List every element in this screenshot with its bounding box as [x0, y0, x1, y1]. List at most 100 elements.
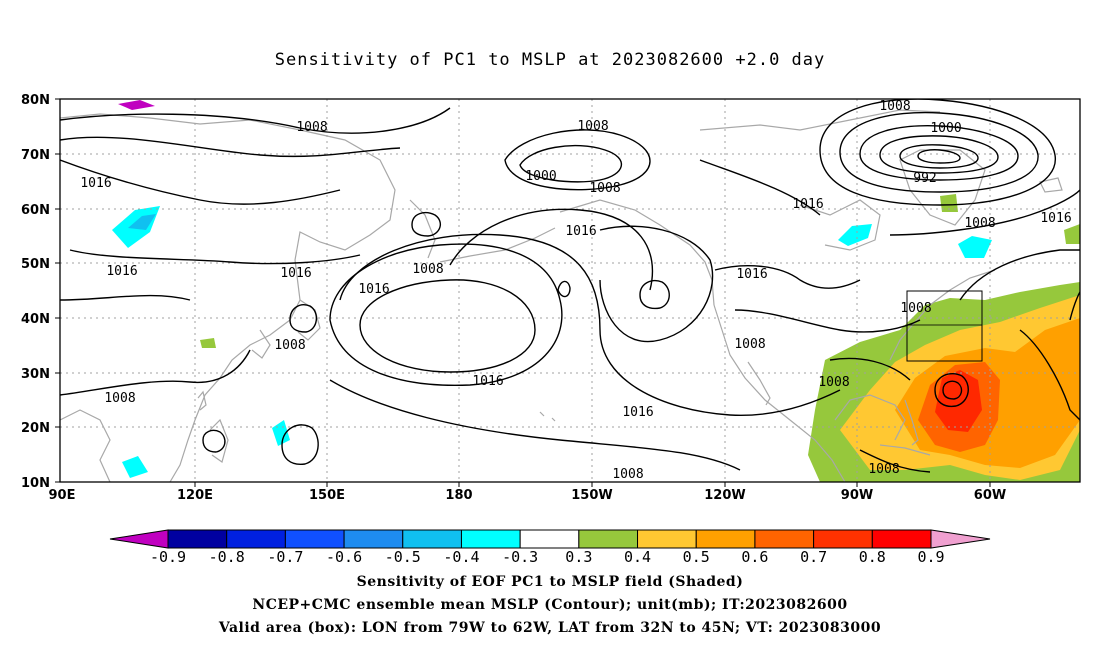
coast-iceland [1039, 177, 1063, 193]
contour-aleutian-low-b [519, 144, 623, 183]
contour-small-low-b [411, 212, 442, 237]
contour-label: 1008 [964, 216, 995, 231]
contour-label: 1016 [106, 264, 137, 279]
lon-label: 180 [445, 488, 472, 503]
shade-green-misc1 [200, 338, 216, 348]
colorbar-swatch [871, 529, 932, 549]
colorbar-arrow-right [930, 529, 991, 549]
contour-pacific-high-inner [359, 279, 536, 373]
contour-label: 1008 [868, 462, 899, 477]
contour-label: 1016 [565, 224, 596, 239]
colorbar-swatch [813, 529, 873, 549]
coast-taiwan [197, 390, 207, 411]
contour-label: 1008 [734, 337, 765, 352]
colorbar-label: 0.8 [859, 548, 886, 566]
contour-pacific-high-outer [329, 243, 563, 387]
contour-labels: 1008 1016 1016 1016 1008 1008 1008 1000 … [80, 99, 1071, 482]
lat-ticks [55, 98, 60, 483]
contour-label: 1008 [879, 99, 910, 114]
footer-caption-1: Sensitivity of EOF PC1 to MSLP field (Sh… [356, 574, 744, 590]
contour-na-d [829, 357, 911, 381]
contour-na-b [714, 265, 861, 289]
contour-label: 1008 [296, 120, 327, 135]
contour-asia-c [60, 159, 341, 205]
colorbar-swatch [754, 529, 815, 549]
contour-asia-e [60, 294, 191, 301]
contour-label: 1016 [736, 267, 767, 282]
colorbar-swatch [460, 529, 521, 549]
lon-axis: 90E 120E 150E 180 150W 120W 90W 60W [49, 488, 1007, 503]
contour-label: 1008 [818, 375, 849, 390]
lat-label: 60N [21, 203, 50, 218]
contour-label: 1008 [412, 262, 443, 277]
lat-axis: 80N 70N 60N 50N 40N 30N 20N 10N [21, 93, 50, 491]
coast-greenland [899, 149, 986, 226]
shade-green-misc2 [940, 194, 958, 212]
colorbar-swatch [167, 529, 228, 549]
contour-gl-low-6 [917, 149, 961, 164]
coast-na-east [889, 269, 996, 361]
map-frame [59, 98, 1081, 483]
contour-label: 1008 [577, 119, 608, 134]
coast-canada-arctic [699, 109, 941, 131]
lat-label: 40N [21, 312, 50, 327]
colorbar-swatch [226, 529, 286, 549]
coast-baja [747, 361, 771, 406]
contour-label: 1016 [1040, 211, 1071, 226]
contour-label: 1016 [358, 282, 389, 297]
colorbar-label: -0.4 [443, 548, 479, 566]
coast-korea [251, 329, 271, 359]
lon-label: 150W [571, 488, 612, 503]
lon-label: 90W [841, 488, 873, 503]
lon-ticks [194, 482, 991, 487]
contour-atl-a [889, 189, 1080, 236]
contour-pacific-south [329, 379, 741, 471]
contour-label: 1016 [280, 266, 311, 281]
contour-label: 1008 [900, 301, 931, 316]
lon-label: 120W [704, 488, 745, 503]
coast-gulf [834, 394, 906, 441]
colorbar-swatch [519, 529, 580, 549]
mslp-contours [60, 99, 1080, 473]
coast-philippines [209, 418, 229, 463]
colorbar-label: -0.9 [150, 548, 186, 566]
colorbar-label: -0.7 [267, 548, 303, 566]
contour-small-low-f [557, 280, 571, 298]
lat-label: 10N [21, 476, 50, 491]
contour-mid-pacific-b [599, 225, 714, 343]
contour-na-c [734, 309, 921, 333]
coast-asia-east [169, 319, 291, 482]
lat-label: 70N [21, 148, 50, 163]
colorbar-label: 0.3 [565, 548, 592, 566]
coast-aleutians [439, 227, 556, 263]
footer-caption-3: Valid area (box): LON from 79W to 62W, L… [218, 620, 882, 636]
contour-label: 1008 [612, 467, 643, 482]
shade-green-misc3 [1064, 224, 1080, 244]
colorbar-label: -0.6 [326, 548, 362, 566]
contour-hurricane-1 [934, 372, 969, 408]
sensitivity-shading [112, 100, 1080, 482]
shade-cyan-northatl [838, 224, 872, 246]
contour-small-low-d [281, 424, 319, 465]
coast-hudson [799, 199, 881, 251]
colorbar-swatch [695, 529, 756, 549]
map-title: Sensitivity of PC1 to MSLP at 2023082600… [274, 50, 826, 70]
colorbar-label: 0.5 [683, 548, 710, 566]
contour-label: 1016 [472, 374, 503, 389]
colorbar-label: -0.8 [209, 548, 245, 566]
contour-gl-low-5 [899, 144, 979, 169]
contour-gl-low-3 [859, 125, 1019, 181]
colorbar [109, 529, 991, 549]
lat-label: 50N [21, 257, 50, 272]
contour-asia-a [60, 107, 451, 134]
contour-atl-b [959, 249, 1080, 301]
colorbar-label: 0.9 [917, 548, 944, 566]
contour-label: 1016 [792, 197, 823, 212]
contour-label: 1008 [589, 181, 620, 196]
lon-label: 150E [309, 488, 345, 503]
colorbar-label: 0.4 [624, 548, 651, 566]
shade-cyan-pacific [272, 420, 290, 446]
valid-area-subbox [906, 324, 983, 362]
contour-gl-low-2 [839, 111, 1039, 193]
